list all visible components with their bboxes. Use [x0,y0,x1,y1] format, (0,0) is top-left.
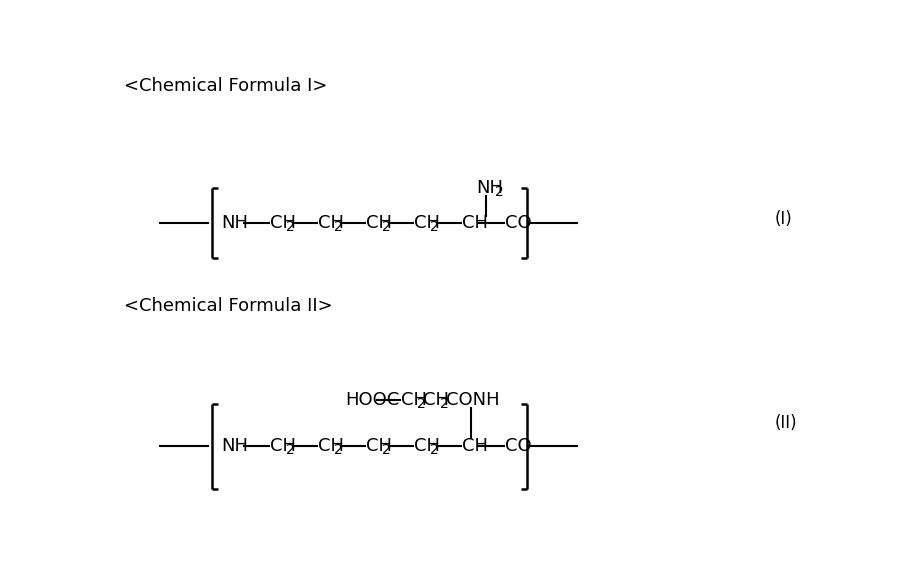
Text: 2: 2 [334,443,343,457]
Text: 2: 2 [286,220,295,234]
Text: CH: CH [462,214,488,232]
Text: CH: CH [462,438,488,455]
Text: NH: NH [477,179,504,197]
Text: NH: NH [221,438,248,455]
Text: <Chemical Formula I>: <Chemical Formula I> [124,77,328,95]
Text: 2: 2 [439,397,448,411]
Text: CH: CH [414,438,440,455]
Text: (II): (II) [775,414,797,432]
Text: 2: 2 [495,185,504,199]
Text: 2: 2 [417,397,426,411]
Text: 2: 2 [286,443,295,457]
Text: NH: NH [221,214,248,232]
Text: CH: CH [318,214,344,232]
Text: (I): (I) [775,210,793,228]
Text: CONH: CONH [446,391,500,409]
Text: CO: CO [505,214,531,232]
Text: CH: CH [270,438,296,455]
Text: 2: 2 [382,220,391,234]
Text: CH: CH [318,438,344,455]
Text: CH: CH [366,438,392,455]
Text: 2: 2 [334,220,343,234]
Text: CH: CH [400,391,427,409]
Text: CH: CH [366,214,392,232]
Text: CH: CH [423,391,449,409]
Text: 2: 2 [430,220,439,234]
Text: HOOC: HOOC [345,391,400,409]
Text: 2: 2 [430,443,439,457]
Text: 2: 2 [382,443,391,457]
Text: <Chemical Formula II>: <Chemical Formula II> [124,297,333,315]
Text: CH: CH [414,214,440,232]
Text: CH: CH [270,214,296,232]
Text: CO: CO [505,438,531,455]
